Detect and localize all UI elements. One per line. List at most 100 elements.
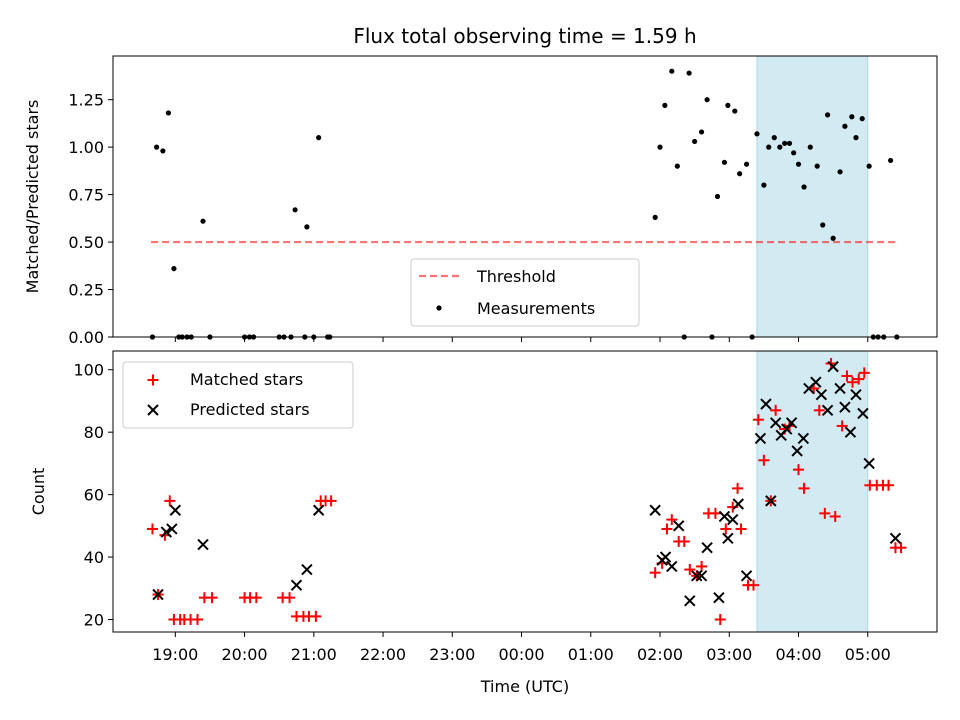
- predicted-star-point-35: [821, 404, 834, 417]
- predicted-star-point-5: [290, 579, 303, 591]
- matched-star-point-25: [661, 523, 673, 535]
- measurement-point-17: [292, 207, 298, 213]
- measurement-point-47: [782, 140, 788, 146]
- predicted-star-point-10: [659, 551, 672, 563]
- matched-star-point-54: [836, 420, 848, 432]
- measurement-point-30: [686, 70, 692, 76]
- legend-predicted-stars-symbol: [147, 404, 159, 416]
- bottom-y-axis: 20 40 60 80 100: [73, 361, 113, 630]
- top-legend-box: [410, 258, 640, 327]
- measurement-point-36: [721, 159, 728, 165]
- predicted-star-point-36: [827, 360, 839, 373]
- top-y-axis: 0.00 0.25 0.50 0.75 1.00 1.25: [68, 91, 113, 347]
- measurement-point-56: [830, 235, 836, 241]
- matched-star-point-38: [735, 523, 747, 535]
- measurement-point-33: [704, 97, 710, 103]
- bottom-panel: 19:00 20:00 21:00 22:00 23:00 00:00 01:00 02:00…: [29, 350, 938, 696]
- measurement-point-60: [853, 135, 859, 141]
- predicted-star-point-6: [301, 563, 313, 576]
- matched-star-point-26: [666, 514, 678, 526]
- legend-predicted-stars-label: Predicted stars: [190, 400, 310, 419]
- matched-star-point-50: [813, 404, 825, 416]
- matched-star-point-48: [798, 482, 810, 494]
- legend-measurements-label: Measurements: [477, 299, 595, 318]
- predicted-star-point-30: [791, 445, 803, 457]
- x-tick-label-8: 03:00: [706, 645, 752, 664]
- measurement-point-2: [160, 148, 166, 154]
- top-y-tick-label-5: 1.25: [68, 91, 104, 110]
- matched-star-point-42: [758, 454, 770, 466]
- legend-matched-stars-label: Matched stars: [190, 370, 303, 389]
- matched-star-point-34: [714, 614, 726, 626]
- measurement-point-61: [859, 116, 865, 122]
- predicted-star-point-14: [691, 570, 703, 582]
- predicted-star-point-43: [889, 532, 902, 545]
- matched-star-point-35: [720, 523, 732, 535]
- predicted-star-point-26: [769, 417, 782, 429]
- matched-star-point-22: [325, 495, 337, 507]
- matched-star-point-0: [146, 523, 158, 535]
- measurement-point-66: [888, 157, 894, 164]
- matched-star-point-55: [841, 370, 853, 382]
- predicted-star-point-40: [850, 389, 862, 401]
- predicted-star-point-23: [754, 432, 767, 445]
- measurement-point-24: [652, 214, 658, 220]
- measurement-point-19: [304, 224, 310, 230]
- predicted-star-point-31: [797, 432, 810, 445]
- count-points: [146, 357, 907, 626]
- x-axis: 19:00 20:00 21:00 22:00 23:00 00:00 01:00 02:00…: [152, 632, 891, 664]
- x-tick-label-9: 04:00: [775, 645, 821, 664]
- measurement-point-51: [801, 184, 807, 190]
- matched-star-point-40: [748, 579, 760, 591]
- observing-window-top: [756, 55, 869, 338]
- measurement-point-55: [824, 112, 831, 118]
- predicted-star-point-16: [701, 541, 713, 554]
- measurement-point-54: [820, 222, 826, 228]
- matched-star-point-15: [284, 592, 296, 604]
- top-y-tick-label-4: 1.00: [68, 138, 104, 157]
- x-axis-label: Time (UTC): [480, 677, 569, 696]
- measurement-point-52: [807, 144, 813, 150]
- predicted-star-point-24: [760, 398, 772, 410]
- x-tick-label-3: 22:00: [360, 645, 406, 664]
- matched-star-point-47: [793, 464, 805, 476]
- predicted-star-point-7: [312, 504, 325, 516]
- bottom-y-axis-label: Count: [29, 468, 48, 516]
- measurement-point-1: [154, 144, 160, 150]
- measurement-point-26: [662, 102, 668, 108]
- predicted-star-point-41: [857, 407, 869, 420]
- top-y-tick-label-1: 0.25: [68, 281, 104, 300]
- matched-star-point-58: [858, 367, 870, 379]
- predicted-star-point-21: [732, 498, 744, 510]
- top-y-tick-label-0: 0.00: [68, 328, 104, 347]
- bottom-y-tick-label-3: 80: [84, 423, 104, 442]
- top-legend: Threshold Measurements: [410, 258, 640, 327]
- matched-star-point-53: [829, 510, 841, 522]
- predicted-star-point-2: [166, 523, 178, 535]
- measurement-point-44: [766, 144, 772, 150]
- predicted-star-point-37: [834, 382, 846, 395]
- x-tick-label-5: 00:00: [498, 645, 544, 664]
- matched-star-point-8: [191, 614, 203, 626]
- bottom-legend-box: [122, 361, 354, 429]
- measurement-point-62: [866, 163, 872, 169]
- bottom-y-tick-label-2: 60: [84, 486, 104, 505]
- measurement-point-42: [754, 131, 760, 137]
- matched-star-point-64: [895, 542, 907, 554]
- bottom-y-tick-label-4: 100: [73, 361, 104, 380]
- predicted-star-point-1: [160, 526, 173, 538]
- measurement-point-59: [849, 114, 855, 120]
- measurement-point-3: [165, 110, 171, 116]
- matched-star-point-41: [752, 414, 764, 426]
- legend-measurements-symbol: [436, 305, 442, 311]
- predicted-star-point-20: [727, 513, 739, 526]
- x-tick-label-0: 19:00: [152, 645, 198, 664]
- chart-title: Flux total observing time = 1.59 h: [353, 24, 696, 48]
- bottom-y-tick-label-0: 20: [84, 611, 104, 630]
- matched-star-point-62: [883, 479, 895, 491]
- top-y-tick-label-3: 0.75: [68, 186, 104, 205]
- measurement-point-37: [725, 102, 731, 108]
- measurement-point-40: [743, 161, 750, 167]
- measurement-point-45: [771, 135, 777, 141]
